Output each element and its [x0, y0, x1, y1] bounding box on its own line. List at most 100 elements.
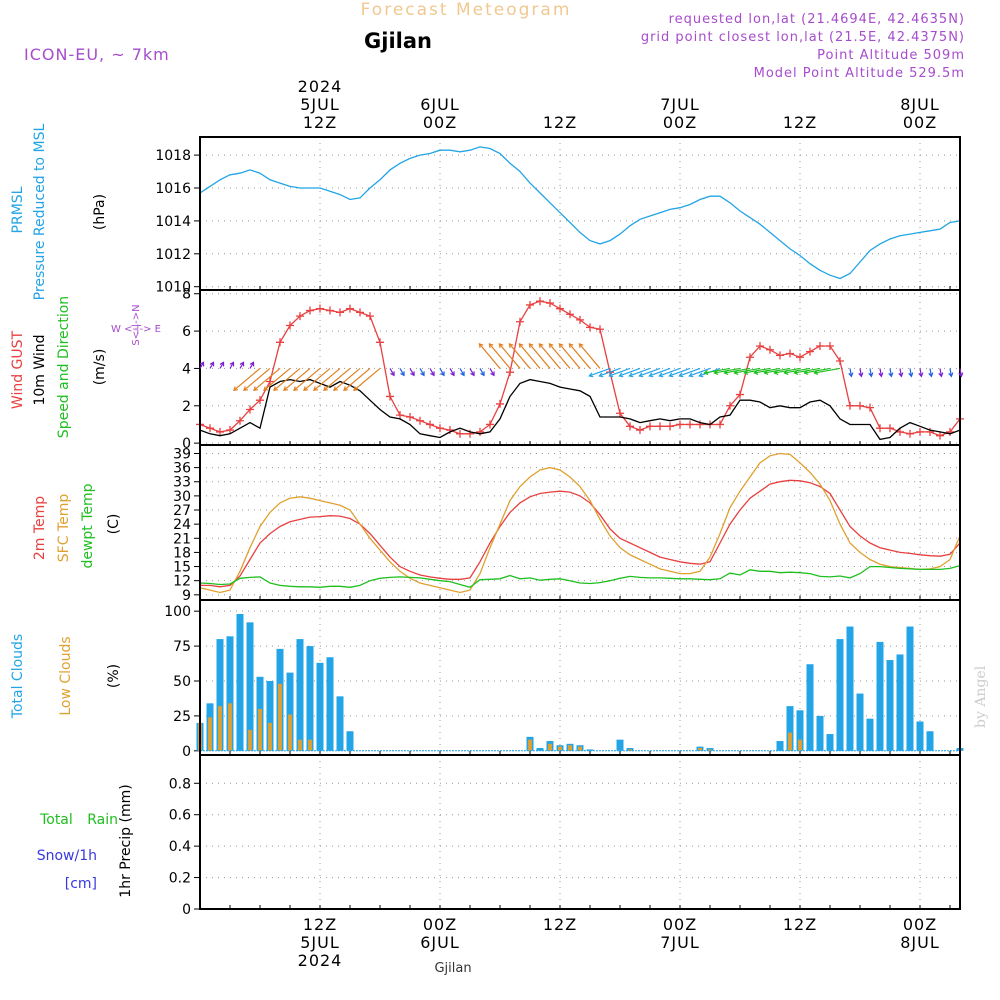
wind-tick-label: 0 — [182, 436, 191, 452]
wind-arrow-head — [528, 343, 534, 348]
wind-arrow — [689, 367, 711, 377]
low-cloud-bar — [568, 745, 572, 751]
wind-arrow-head — [783, 369, 789, 375]
pressure-frame — [199, 136, 961, 291]
wind-arrow-head — [480, 371, 485, 377]
gust-marker — [586, 323, 594, 332]
precip-label-cm: [cm] — [65, 876, 97, 892]
wind-arrow-head — [390, 371, 395, 377]
gust-marker — [656, 422, 664, 431]
gust-marker — [866, 403, 874, 412]
wind-arrow — [303, 367, 331, 391]
wind-arrow-head — [638, 372, 644, 378]
gust-marker — [526, 300, 534, 309]
wind-arrow — [343, 367, 371, 391]
wind-arrow-head — [648, 372, 654, 378]
temp-tick-label: 27 — [173, 503, 191, 519]
low-cloud-bar — [208, 717, 212, 751]
gust-marker — [666, 422, 674, 431]
total-cloud-bar — [346, 731, 354, 751]
model-label: ICON-EU, ~ 7km — [24, 45, 170, 64]
low-cloud-bar — [218, 706, 222, 751]
clouds-tick-label: 25 — [173, 709, 191, 725]
gust-marker — [946, 427, 954, 436]
gust-marker — [916, 427, 924, 436]
low-cloud-bar — [788, 732, 792, 751]
wind-arrow-head — [470, 371, 475, 377]
gust-marker — [626, 422, 634, 431]
wind-arrow-head — [678, 372, 684, 378]
precip-panel: 0 0.2 0.4 0.6 0.8 — [169, 754, 961, 918]
time-axis-label: 7JUL — [660, 95, 700, 114]
wind-arrow-head — [219, 361, 225, 367]
time-axis-label: 12Z — [303, 915, 337, 934]
pressure-tick-label: 1012 — [155, 247, 191, 263]
wind-arrow — [239, 362, 245, 369]
model-altitude: Model Point Altitude 529.5m — [754, 66, 965, 81]
pressure-labels: PRMSL Pressure Reduced to MSL (hPa) — [10, 123, 108, 300]
wind-tick-label: 2 — [182, 399, 191, 415]
gust-marker — [786, 349, 794, 358]
wind-compass-we: W <-|-> E — [111, 324, 161, 335]
precip-frame — [199, 754, 961, 910]
time-axis-label: 00Z — [423, 113, 457, 132]
wind-arrow — [419, 368, 425, 376]
gust-marker — [596, 325, 604, 334]
wind-arrow-head — [518, 343, 524, 348]
wind-arrow-head — [430, 371, 435, 377]
wind-arrow — [889, 368, 892, 377]
gust-marker — [726, 401, 734, 410]
total-cloud-bar — [246, 622, 254, 751]
wind-arrow — [233, 367, 261, 391]
precip-unit: 1hr Precip (mm) — [118, 784, 134, 897]
wind-arrow-head — [608, 372, 614, 378]
total-cloud-bar — [836, 639, 844, 751]
gust-marker — [456, 429, 464, 438]
clouds-panel: 0 25 50 75 100 — [164, 599, 964, 760]
total-cloud-bar — [906, 626, 914, 751]
gust-marker — [576, 315, 584, 324]
time-axis-label: 2024 — [298, 77, 343, 96]
pressure-unit: (hPa) — [92, 194, 108, 230]
gust-marker — [256, 396, 264, 405]
time-axis-label: 12Z — [543, 915, 577, 934]
plot-panels: 1010101210141016101802468912151821242730… — [155, 136, 964, 918]
gust-marker — [826, 342, 834, 351]
wind-arrow — [589, 367, 611, 377]
pressure-tick-label: 1018 — [155, 148, 191, 164]
temp-tick-label: 9 — [182, 588, 191, 604]
cloud-label-low: Low Clouds — [58, 636, 74, 715]
wind-arrow-head — [928, 372, 934, 378]
temp-tick-label: 30 — [173, 489, 191, 505]
wind-arrow-head — [558, 343, 564, 348]
total-cloud-bar — [916, 721, 924, 751]
gust-marker — [876, 424, 884, 433]
gust-marker — [856, 401, 864, 410]
wind-arrow — [949, 368, 952, 377]
low-cloud-bar — [628, 749, 632, 751]
total-cloud-bar — [846, 626, 854, 751]
wind-arrow — [909, 368, 912, 377]
gust-marker — [716, 420, 724, 429]
wind-arrow-head — [578, 343, 584, 348]
wind-arrow-head — [400, 371, 405, 377]
total-cloud-bar — [586, 749, 594, 751]
wind-arrow — [859, 368, 862, 377]
total-cloud-bar — [886, 660, 894, 751]
gust-marker — [386, 392, 394, 401]
gust-marker — [236, 416, 244, 425]
time-axis-label: 00Z — [663, 915, 697, 934]
gust-marker — [756, 342, 764, 351]
precip-labels: Total Rain Snow/1h [cm] 1hr Precip (mm) — [37, 784, 134, 897]
wind-arrow — [518, 343, 541, 369]
wind-arrow-head — [588, 372, 594, 378]
wind-arrow-head — [460, 371, 465, 377]
gust-marker — [206, 424, 214, 433]
wind-tick-label: 8 — [182, 287, 191, 303]
wind-arrow — [578, 343, 601, 369]
temp-tick-label: 21 — [173, 531, 191, 547]
wind-arrow-head — [908, 372, 914, 378]
